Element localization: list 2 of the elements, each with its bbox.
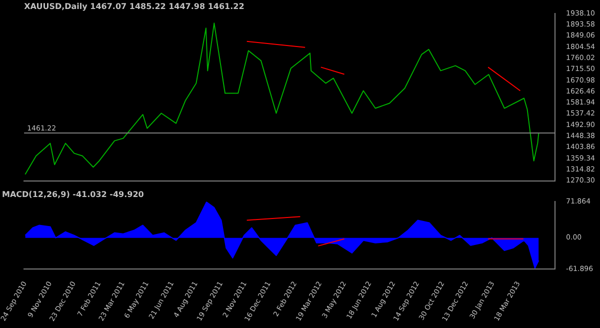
chart-title: XAUUSD,Daily 1467.07 1485.22 1447.98 1461.22	[24, 2, 244, 11]
chart-title: MACD(12,26,9) -41.032 -49.920	[2, 190, 144, 199]
